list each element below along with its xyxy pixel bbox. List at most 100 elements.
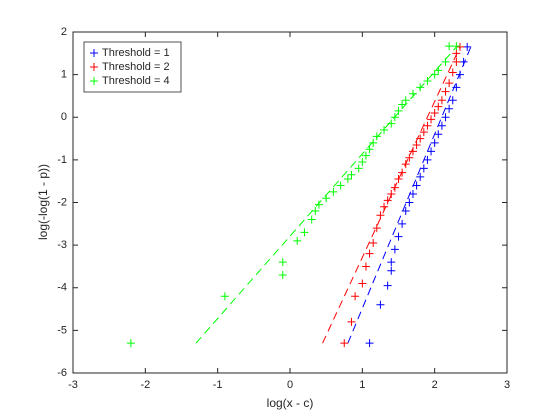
- data-point: [293, 236, 302, 245]
- data-point: [354, 164, 363, 173]
- legend-label: Threshold = 2: [102, 61, 170, 73]
- data-point: [448, 96, 457, 105]
- x-tick-label: 1: [359, 379, 365, 391]
- data-point: [387, 189, 396, 198]
- y-tick-label: -5: [57, 324, 67, 336]
- data-point: [427, 115, 436, 124]
- data-point: [383, 281, 392, 290]
- data-point: [369, 138, 378, 147]
- data-point: [445, 42, 454, 51]
- data-point: [412, 140, 421, 149]
- data-point: [463, 42, 472, 51]
- data-point: [347, 170, 356, 179]
- x-tick-label: -3: [68, 379, 78, 391]
- data-point: [405, 198, 414, 207]
- y-tick-label: 2: [61, 26, 67, 38]
- data-point: [416, 134, 425, 143]
- data-point: [307, 215, 316, 224]
- data-point: [365, 249, 374, 258]
- data-point: [361, 262, 370, 271]
- data-point: [365, 339, 374, 348]
- data-point: [365, 145, 374, 154]
- data-point: [430, 108, 439, 117]
- data-point: [358, 158, 367, 167]
- data-point: [394, 106, 403, 115]
- legend-marker: [90, 77, 98, 85]
- legend-box: [83, 41, 182, 93]
- data-point: [423, 155, 432, 164]
- data-point: [383, 196, 392, 205]
- x-tick-label: -1: [213, 379, 223, 391]
- data-point: [380, 126, 389, 135]
- data-point: [376, 300, 385, 309]
- data-point: [448, 68, 457, 77]
- data-point: [358, 279, 367, 288]
- data-point: [394, 232, 403, 241]
- data-point: [220, 292, 229, 301]
- data-point: [419, 164, 428, 173]
- data-point: [336, 181, 345, 190]
- data-point: [408, 89, 417, 98]
- data-point: [126, 339, 135, 348]
- data-point: [398, 219, 407, 228]
- data-point: [405, 153, 414, 162]
- data-point: [434, 130, 443, 139]
- data-point: [437, 121, 446, 130]
- data-point: [430, 138, 439, 147]
- data-point: [416, 83, 425, 92]
- y-axis-label: log(-log(1 - p)): [36, 164, 50, 240]
- data-point: [452, 83, 461, 92]
- x-axis-label: log(x - c): [267, 396, 314, 410]
- axes-box: [72, 31, 508, 374]
- data-point: [347, 317, 356, 326]
- legend-marker: [90, 49, 98, 57]
- data-point: [452, 42, 461, 51]
- data-point: [387, 266, 396, 275]
- data-point: [387, 258, 396, 267]
- data-point: [430, 70, 439, 79]
- x-tick-label: 2: [432, 379, 438, 391]
- legend-label: Threshold = 1: [102, 47, 170, 59]
- x-tick-label: 3: [504, 379, 510, 391]
- data-point: [427, 147, 436, 156]
- data-point: [408, 147, 417, 156]
- data-point: [372, 132, 381, 141]
- data-point: [398, 168, 407, 177]
- data-point: [314, 200, 323, 209]
- data-point: [390, 183, 399, 192]
- y-tick-label: -3: [57, 239, 67, 251]
- data-point: [416, 172, 425, 181]
- y-tick-label: 0: [61, 111, 67, 123]
- x-tick-label: -2: [140, 379, 150, 391]
- data-point: [423, 77, 432, 86]
- y-tick-label: -4: [57, 282, 67, 294]
- data-point: [278, 258, 287, 267]
- fit-line: [347, 46, 472, 344]
- data-point: [452, 49, 461, 58]
- data-point: [351, 292, 360, 301]
- data-point: [455, 42, 464, 51]
- y-tick-label: -2: [57, 196, 67, 208]
- data-point: [459, 57, 468, 66]
- x-tick-label: 0: [287, 379, 293, 391]
- data-point: [441, 113, 450, 122]
- y-tick-label: -6: [57, 367, 67, 379]
- data-point: [437, 96, 446, 105]
- data-point: [390, 245, 399, 254]
- legend-label: Threshold = 4: [102, 75, 170, 87]
- data-point: [441, 87, 450, 96]
- data-point: [390, 113, 399, 122]
- legend-marker: [90, 63, 98, 71]
- data-point: [343, 175, 352, 184]
- data-point: [322, 194, 331, 203]
- data-point: [401, 96, 410, 105]
- data-point: [401, 207, 410, 216]
- data-point: [445, 104, 454, 113]
- data-point: [394, 175, 403, 184]
- data-point: [398, 100, 407, 109]
- legend: Threshold = 1 Threshold = 2 Threshold = 4: [83, 41, 182, 93]
- data-point: [434, 66, 443, 75]
- data-point: [408, 189, 417, 198]
